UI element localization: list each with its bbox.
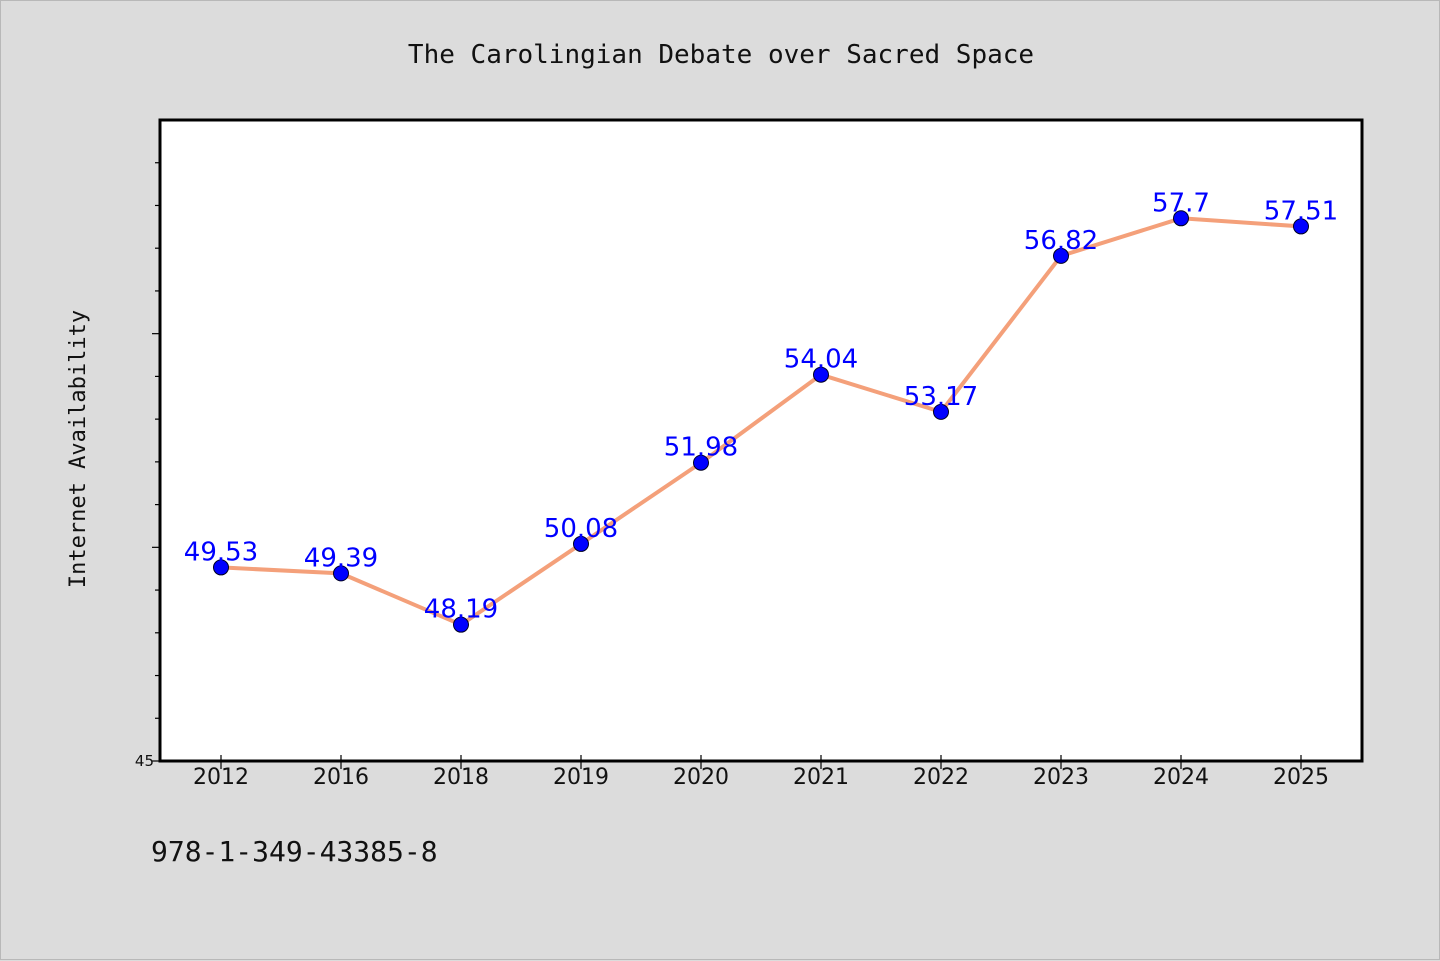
- x-tick-label: 2022: [913, 765, 969, 790]
- x-tick-label: 2019: [553, 765, 609, 790]
- y-axis-label: Internet Availability: [66, 310, 91, 588]
- x-tick-label: 2023: [1033, 765, 1089, 790]
- plot-area: [158, 118, 1364, 763]
- data-point: [333, 565, 349, 582]
- data-point: [693, 454, 709, 471]
- x-axis-ticks: 2012 2016 2018 2019 2020 2021 2022 2023 2024 2025: [193, 755, 1329, 790]
- data-point: [213, 559, 229, 576]
- isbn-identifier: 978-1-349-43385-8: [151, 835, 438, 868]
- data-point: [1173, 210, 1189, 227]
- x-tick-label: 2012: [193, 765, 249, 790]
- x-tick-label: 2018: [433, 765, 489, 790]
- x-tick-label: 2020: [673, 765, 729, 790]
- chart-title: The Carolingian Debate over Sacred Space: [408, 40, 1034, 70]
- data-point: [453, 616, 469, 633]
- data-label: 51.98: [664, 433, 738, 463]
- data-point: [933, 403, 949, 420]
- data-label: 49.53: [184, 537, 258, 567]
- data-point: [573, 535, 589, 552]
- data-labels-layer: 49.53 49.39 48.19 50.08 51.98 54.04 53.17 56.82…: [184, 188, 1338, 624]
- x-tick-label: 2024: [1153, 765, 1209, 790]
- data-point: [813, 366, 829, 383]
- data-label: 53.17: [904, 382, 978, 412]
- series-layer: [213, 210, 1309, 633]
- data-point: [1053, 247, 1069, 264]
- data-point: [1293, 218, 1309, 235]
- data-label: 57.51: [1264, 196, 1338, 226]
- data-label: 48.19: [424, 595, 498, 625]
- data-label: 49.39: [304, 543, 378, 573]
- series-line: [220, 216, 1302, 627]
- data-label: 57.7: [1152, 188, 1210, 218]
- x-tick-label: 2025: [1273, 765, 1329, 790]
- y-tick-label: 45: [135, 752, 154, 770]
- y-axis-ticks: 45: [135, 162, 160, 770]
- x-tick-label: 2016: [313, 765, 369, 790]
- x-tick-label: 2021: [793, 765, 849, 790]
- data-label: 54.04: [784, 345, 858, 375]
- data-label: 56.82: [1024, 226, 1098, 256]
- data-label: 50.08: [544, 514, 618, 544]
